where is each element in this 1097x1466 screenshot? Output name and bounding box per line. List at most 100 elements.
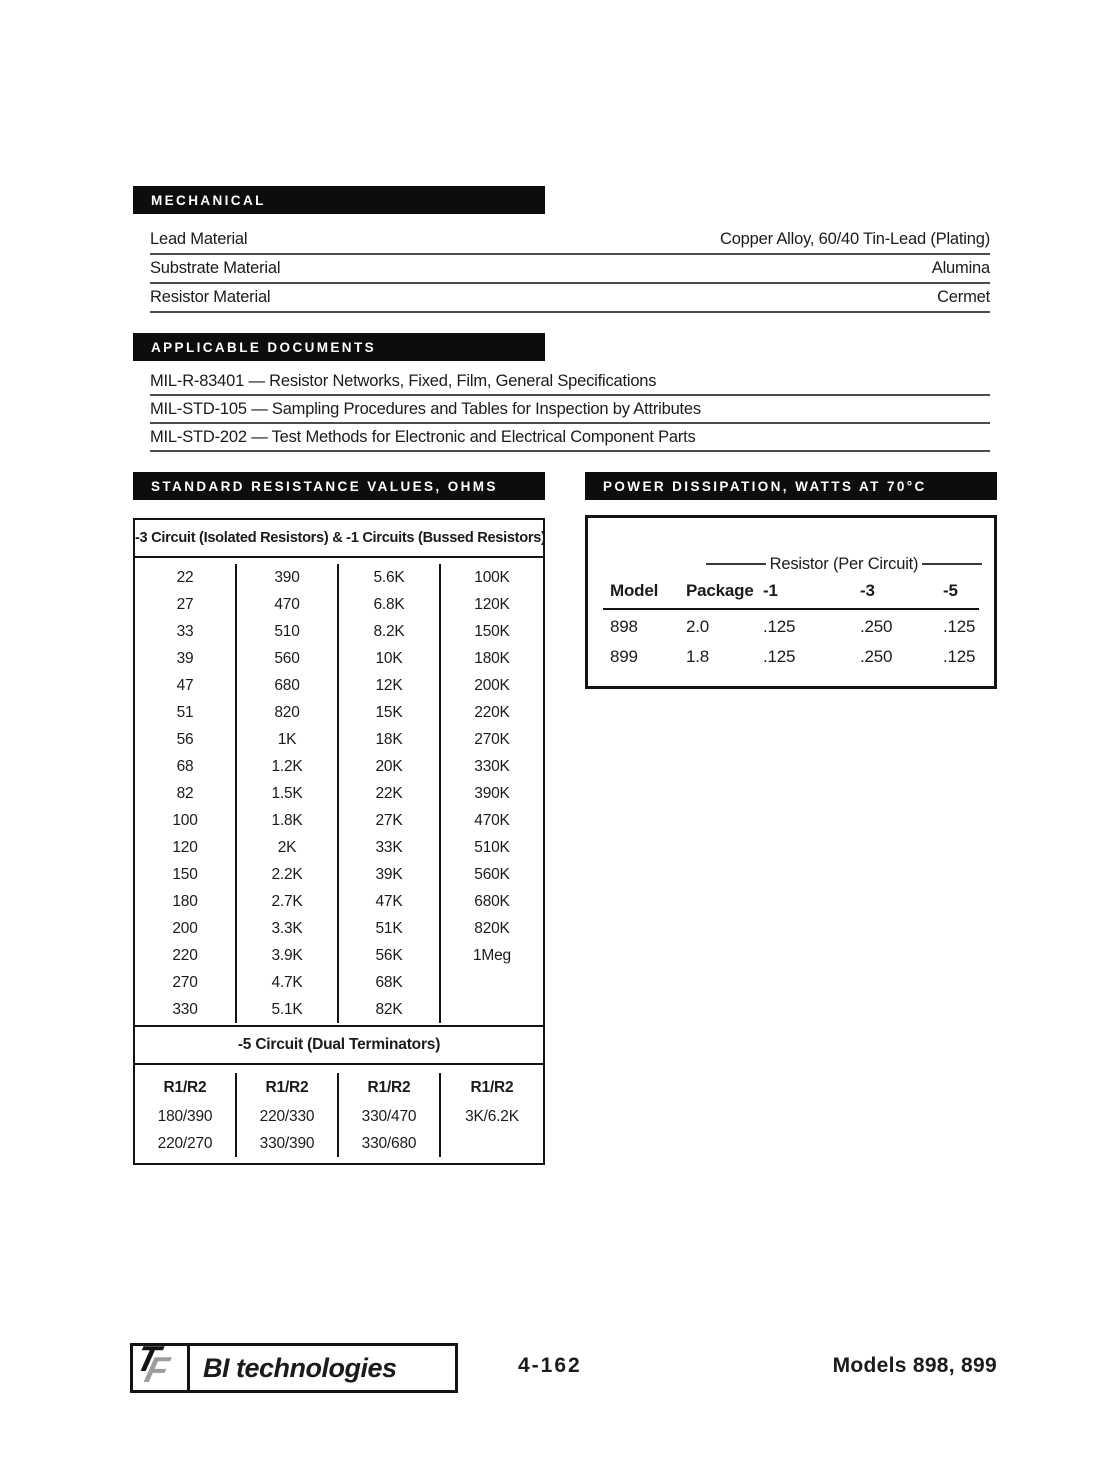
- resistance-value-cell: 680K: [474, 893, 510, 910]
- resistance-value-cell: 560: [237, 645, 339, 672]
- resistance-table-header: -3 Circuit (Isolated Resistors) & -1 Cir…: [135, 520, 543, 558]
- power-value-cell: .125: [943, 617, 976, 636]
- resistance-value-cell: 2.2K: [237, 861, 339, 888]
- resistance-value-cell: 330: [135, 996, 237, 1023]
- resistance-value-cell: 56: [135, 726, 237, 753]
- power-table-column-headers: Model Package -1 -3 -5: [588, 576, 994, 606]
- resistance-value-cell: 47K: [339, 888, 441, 915]
- power-table-values-grid: 898 2.0 .125 .250 .125 899 1.8 .125 .250 .125: [588, 612, 994, 672]
- document-row: MIL-STD-202 — Test Methods for Electroni…: [150, 424, 990, 452]
- resistance-value-cell: 12K: [339, 672, 441, 699]
- resistance-value-cell: 510K: [474, 839, 510, 856]
- resistance-value-cell: 120K: [474, 596, 510, 613]
- property-value: Cermet: [937, 288, 990, 306]
- terminator-pair-cell: 330/680: [339, 1130, 441, 1157]
- dual-terminators-column-headers: R1/R2 R1/R2 R1/R2 R1/R2: [135, 1065, 543, 1103]
- resistance-value-cell: 33: [135, 618, 237, 645]
- resistance-value-cell: 56K: [339, 942, 441, 969]
- resistance-value-cell: 82K: [339, 996, 441, 1023]
- resistance-value-cell: 1.8K: [237, 807, 339, 834]
- resistance-value-cell: 100K: [474, 569, 510, 586]
- power-dissipation-table: Resistor (Per Circuit) Model Package -1 -3 -…: [585, 515, 997, 689]
- resistance-value-cell: 390: [237, 564, 339, 591]
- terminator-pair-cell: [441, 1130, 543, 1157]
- property-label: Lead Material: [150, 230, 248, 248]
- resistance-value-cell: 22K: [339, 780, 441, 807]
- dual-terminators-header: -5 Circuit (Dual Terminators): [135, 1025, 543, 1065]
- logo-wordmark: BI technologies: [203, 1353, 397, 1383]
- power-column-header: Package: [686, 581, 754, 600]
- resistance-value-cell: 820K: [474, 920, 510, 937]
- resistance-value-cell: 3.9K: [237, 942, 339, 969]
- r1r2-column-header: R1/R2: [237, 1073, 339, 1103]
- footer-models-label: Models 898, 899: [832, 1354, 997, 1377]
- property-row: Lead Material Copper Alloy, 60/40 Tin-Lea…: [150, 226, 990, 255]
- resistance-value-cell: 18K: [339, 726, 441, 753]
- property-row: Substrate Material Alumina: [150, 255, 990, 284]
- resistance-value-cell: 470: [237, 591, 339, 618]
- resistance-value-cell: 82: [135, 780, 237, 807]
- terminator-pair-cell: 3K/6.2K: [465, 1108, 519, 1125]
- property-label: Substrate Material: [150, 259, 281, 277]
- resistance-value-cell: 22: [135, 564, 237, 591]
- tf-monogram-icon: F T: [133, 1346, 190, 1390]
- resistance-value-cell: 150K: [474, 623, 510, 640]
- resistance-value-cell: 5.1K: [237, 996, 339, 1023]
- resistance-value-cell: 15K: [339, 699, 441, 726]
- power-column-header: Model: [610, 581, 659, 600]
- resistance-value-cell: 51: [135, 699, 237, 726]
- section-header-mechanical: MECHANICAL: [133, 186, 545, 214]
- power-column-header: -5: [943, 581, 958, 600]
- dash-rule-right: [922, 563, 983, 565]
- resistance-value-cell: 20K: [339, 753, 441, 780]
- resistance-value-cell: 10K: [339, 645, 441, 672]
- group-header-label: Resistor (Per Circuit): [769, 554, 919, 573]
- resistance-value-cell: 6.8K: [339, 591, 441, 618]
- resistance-value-cell: 220K: [474, 704, 510, 721]
- resistance-value-cell: 180K: [474, 650, 510, 667]
- power-value-cell: 898: [610, 617, 638, 636]
- resistance-value-cell: 1Meg: [473, 947, 511, 964]
- resistance-value-cell: 1.5K: [237, 780, 339, 807]
- mechanical-properties-list: Lead Material Copper Alloy, 60/40 Tin-Lea…: [150, 226, 990, 313]
- resistance-value-cell: 560K: [474, 866, 510, 883]
- terminator-pair-cell: 220/330: [237, 1103, 339, 1130]
- resistance-value-cell: 1K: [237, 726, 339, 753]
- power-value-cell: .250: [860, 647, 893, 666]
- section-header-applicable-documents: APPLICABLE DOCUMENTS: [133, 333, 545, 361]
- property-label: Resistor Material: [150, 288, 271, 306]
- power-value-cell: .125: [763, 617, 796, 636]
- header-rule: [603, 608, 979, 610]
- resistance-value-cell: 5.6K: [339, 564, 441, 591]
- power-column-header: -1: [763, 581, 778, 600]
- resistance-value-cell: 100: [135, 807, 237, 834]
- power-value-cell: 1.8: [686, 647, 710, 666]
- resistance-value-cell: 150: [135, 861, 237, 888]
- resistance-value-cell: 4.7K: [237, 969, 339, 996]
- page-number: 4-162: [518, 1354, 582, 1377]
- property-row: Resistor Material Cermet: [150, 284, 990, 313]
- power-value-cell: 899: [610, 647, 638, 666]
- dash-rule-left: [706, 563, 766, 565]
- resistance-value-cell: 680: [237, 672, 339, 699]
- bi-technologies-logo: F T BI technologies: [130, 1343, 458, 1393]
- resistance-value-cell: [441, 996, 543, 1023]
- resistance-value-cell: 200K: [474, 677, 510, 694]
- document-row: MIL-STD-105 — Sampling Procedures and Ta…: [150, 396, 990, 424]
- resistance-value-cell: 2.7K: [237, 888, 339, 915]
- section-header-power-dissipation: POWER DISSIPATION, WATTS AT 70°C: [585, 472, 997, 500]
- resistance-value-cell: 51K: [339, 915, 441, 942]
- document-row: MIL-R-83401 — Resistor Networks, Fixed, …: [150, 368, 990, 396]
- resistance-value-cell: 270: [135, 969, 237, 996]
- r1r2-column-header: R1/R2: [339, 1073, 441, 1103]
- resistance-value-cell: 820: [237, 699, 339, 726]
- resistance-value-cell: 27K: [339, 807, 441, 834]
- resistance-value-cell: 27: [135, 591, 237, 618]
- dual-terminators-values-grid: 180/390 220/330 330/470 3K/6.2K 220/270 330/3…: [135, 1103, 543, 1163]
- resistance-value-cell: 39K: [339, 861, 441, 888]
- resistance-value-cell: [441, 969, 543, 996]
- resistance-value-cell: 270K: [474, 731, 510, 748]
- terminator-pair-cell: 220/270: [135, 1130, 237, 1157]
- power-column-header: -3: [860, 581, 875, 600]
